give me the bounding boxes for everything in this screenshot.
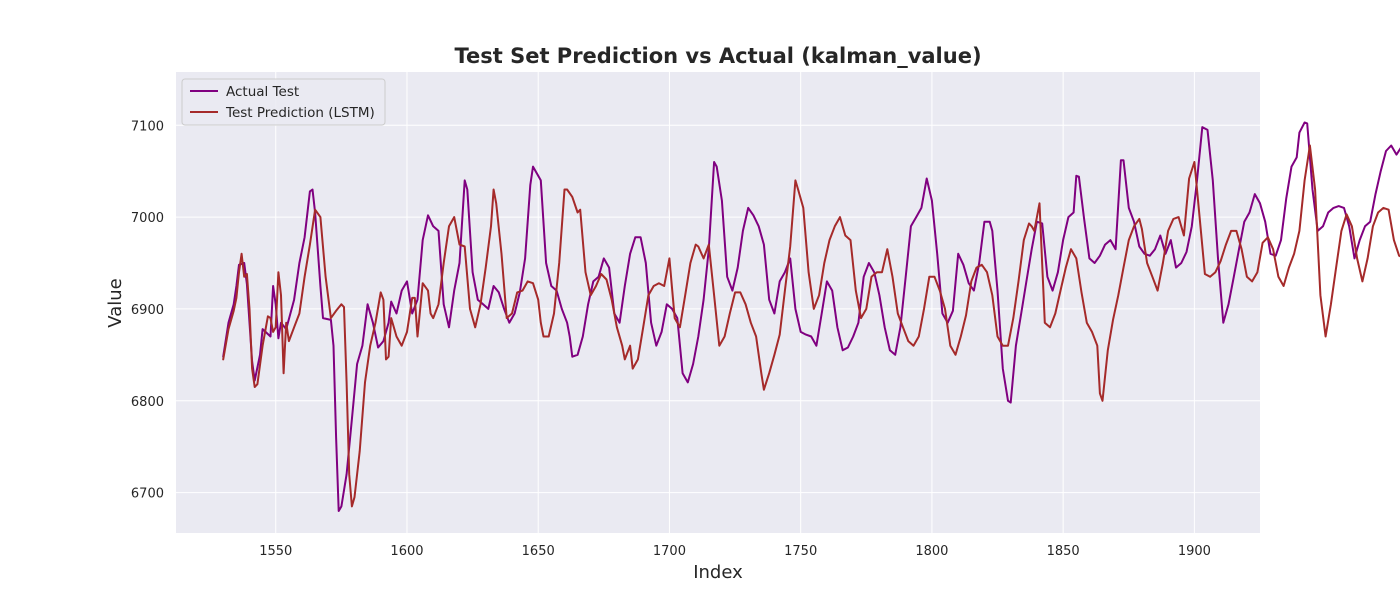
x-tick-label: 1900: [1178, 544, 1211, 559]
legend-label-actual: Actual Test: [226, 84, 299, 100]
x-tick-label: 1800: [915, 544, 948, 559]
y-tick-label: 6800: [131, 395, 164, 410]
legend-box: [181, 78, 386, 126]
y-tick-label: 6700: [131, 487, 164, 502]
plot-background: [176, 72, 1260, 533]
x-axis-label: Index: [693, 562, 743, 583]
y-axis-label: Value: [105, 278, 126, 327]
series-layer: [222, 121, 1400, 512]
series-line-prediction: [222, 144, 1400, 508]
grid-lines: [176, 72, 1260, 533]
legend: Actual Test Test Prediction (LSTM): [181, 78, 386, 126]
x-tick-label: 1700: [653, 544, 686, 559]
x-tick-label: 1850: [1047, 544, 1080, 559]
series-line-actual: [222, 121, 1400, 512]
x-tick-label: 1750: [784, 544, 817, 559]
x-tick-label: 1550: [259, 544, 292, 559]
chart-title: Test Set Prediction vs Actual (kalman_va…: [454, 44, 981, 68]
x-tick-label: 1600: [390, 544, 423, 559]
legend-label-prediction: Test Prediction (LSTM): [225, 105, 375, 121]
y-tick-label: 7100: [131, 119, 164, 134]
y-tick-label: 6900: [131, 303, 164, 318]
tick-labels: 1550 1600 1650 1700 1750 1800 1850 1900 6700 6800…: [131, 119, 1211, 559]
y-tick-label: 7000: [131, 211, 164, 226]
x-tick-label: 1650: [522, 544, 555, 559]
